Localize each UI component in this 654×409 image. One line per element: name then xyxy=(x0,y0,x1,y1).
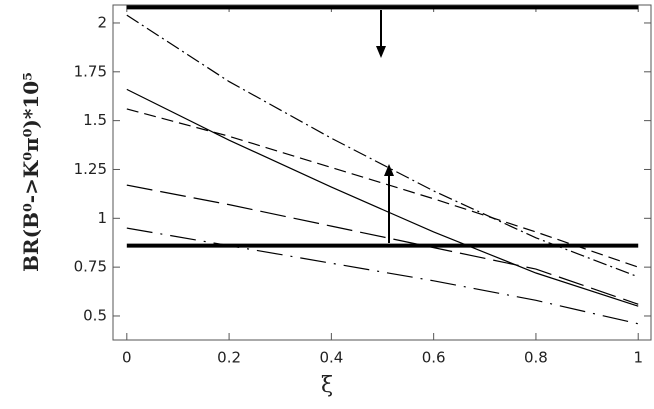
x-tick-label: 0.4 xyxy=(319,349,343,367)
series-line xyxy=(126,88,639,307)
y-tick-label: 1 xyxy=(97,209,107,227)
series-line xyxy=(126,227,639,325)
x-tick-label: 0 xyxy=(122,349,132,367)
x-tick-label: 0.6 xyxy=(422,349,446,367)
arrow-down-head xyxy=(376,46,386,58)
x-tick-label: 1 xyxy=(633,349,643,367)
x-tick-label: 0.8 xyxy=(524,349,548,367)
y-tick-label: 1.25 xyxy=(74,160,107,178)
y-tick-label: 0.75 xyxy=(74,258,107,276)
x-axis-label: ξ xyxy=(321,373,333,398)
series-line xyxy=(126,108,639,268)
series-line xyxy=(126,184,639,305)
y-axis-label: BR(B⁰->K⁰π⁰)*10⁵ xyxy=(19,72,43,272)
y-tick-label: 1.75 xyxy=(74,62,107,80)
y-tick-label: 0.5 xyxy=(83,306,107,324)
plot-frame xyxy=(112,4,652,341)
series-line xyxy=(126,14,639,278)
arrows xyxy=(376,10,394,243)
y-tick-label: 2 xyxy=(97,13,107,31)
x-tick-label: 0.2 xyxy=(217,349,241,367)
y-tick-label: 1.5 xyxy=(83,111,107,129)
arrow-up-head xyxy=(384,164,394,176)
